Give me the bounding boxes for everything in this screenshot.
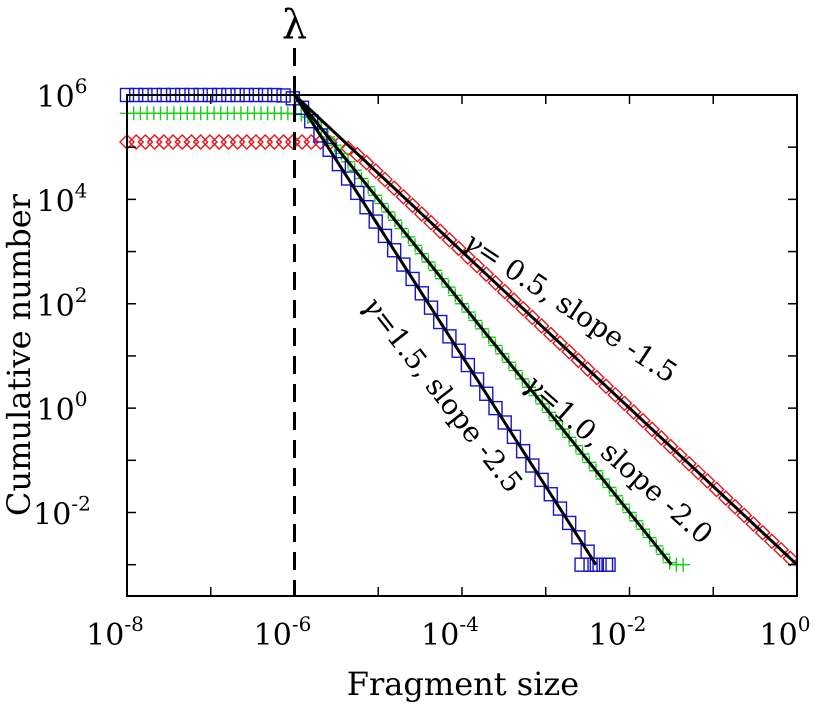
y-axis-title: Cumulative number bbox=[0, 193, 38, 516]
fit-line bbox=[293, 94, 673, 566]
data-point bbox=[211, 133, 228, 150]
data-point bbox=[257, 133, 274, 150]
data-point bbox=[266, 133, 283, 150]
data-point bbox=[676, 557, 691, 572]
data-point bbox=[592, 557, 607, 572]
data-point bbox=[155, 133, 172, 150]
x-tick-label: 10-8 bbox=[86, 612, 144, 653]
data-point bbox=[238, 133, 255, 150]
y-tick-label: 102 bbox=[37, 283, 88, 324]
data-point bbox=[192, 133, 209, 150]
data-point bbox=[165, 133, 182, 150]
ticks: 10-8 10-6 10-4 10-2 100 106 104 102 100 10-2 bbox=[33, 74, 810, 653]
data-point bbox=[340, 171, 356, 186]
data-point bbox=[349, 146, 366, 163]
annotation-slope-text: , slope -1.5 bbox=[535, 276, 683, 389]
data-point bbox=[423, 300, 439, 315]
x-tick-label: 10-4 bbox=[421, 612, 479, 653]
lambda-label: λ bbox=[282, 2, 307, 48]
fit-line bbox=[293, 94, 598, 566]
data-point bbox=[506, 429, 522, 445]
x-tick-label: 10-6 bbox=[254, 612, 312, 653]
data-point bbox=[350, 185, 365, 201]
data-point bbox=[469, 372, 485, 387]
y-tick-label: 10-2 bbox=[33, 492, 91, 533]
annotation-gamma-1.5: γ=1.5, slope -2.5 bbox=[356, 289, 530, 499]
x-axis-title: Fragment size bbox=[347, 665, 579, 703]
data-point bbox=[571, 530, 586, 545]
data-point bbox=[525, 458, 540, 473]
y-tick-label: 104 bbox=[37, 178, 88, 219]
data-point bbox=[552, 501, 568, 516]
data-point bbox=[174, 133, 191, 150]
data-point bbox=[359, 200, 374, 215]
x-tick-label: 10-2 bbox=[589, 612, 647, 653]
data-point bbox=[284, 133, 301, 150]
data-point bbox=[488, 400, 503, 416]
data-point bbox=[479, 386, 494, 401]
data-point bbox=[515, 443, 531, 459]
data-point bbox=[386, 243, 402, 258]
data-point bbox=[574, 557, 589, 572]
y-tick-label: 106 bbox=[37, 74, 88, 115]
data-point bbox=[275, 133, 292, 150]
data-point bbox=[451, 343, 466, 358]
data-point bbox=[201, 133, 218, 150]
x-tick-label: 100 bbox=[760, 612, 811, 653]
fit-lines bbox=[293, 93, 799, 566]
data-point bbox=[322, 142, 337, 157]
data-point bbox=[146, 133, 163, 150]
data-point bbox=[460, 357, 476, 373]
annotation-gamma-0.5: γ= 0.5, slope -1.5 bbox=[457, 225, 683, 390]
data-point bbox=[405, 271, 420, 287]
data-point bbox=[367, 163, 384, 179]
data-point bbox=[497, 415, 512, 430]
annotation-gamma-1.0: γ=1.0, slope -2.0 bbox=[517, 367, 719, 551]
fit-line bbox=[293, 93, 799, 566]
data-point bbox=[220, 133, 237, 150]
data-point bbox=[543, 487, 558, 502]
data-point bbox=[137, 133, 154, 150]
data-point bbox=[562, 515, 577, 531]
series-square bbox=[119, 87, 616, 572]
data-point bbox=[442, 329, 457, 344]
data-point bbox=[534, 472, 549, 488]
data-point bbox=[358, 154, 375, 171]
data-point bbox=[396, 257, 411, 272]
data-point bbox=[368, 214, 383, 229]
data-point bbox=[433, 314, 448, 330]
data-point bbox=[601, 557, 616, 572]
data-point bbox=[183, 133, 200, 150]
data-point bbox=[377, 228, 393, 244]
series-layer bbox=[119, 87, 799, 572]
data-point bbox=[331, 156, 347, 172]
data-point bbox=[414, 286, 429, 301]
y-tick-label: 100 bbox=[37, 387, 88, 428]
data-point bbox=[294, 133, 311, 150]
data-point bbox=[247, 133, 264, 150]
data-point bbox=[229, 133, 246, 150]
